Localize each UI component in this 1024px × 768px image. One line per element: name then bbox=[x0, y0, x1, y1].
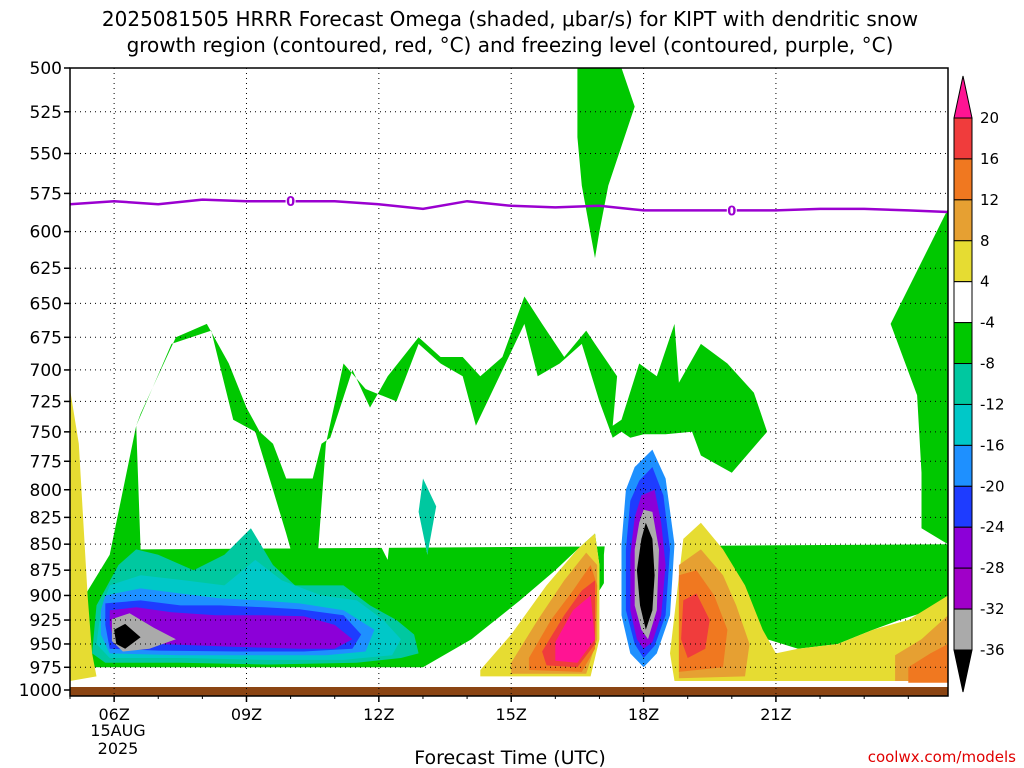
colorbar-label: -36 bbox=[980, 641, 1005, 659]
colorbar-label: -16 bbox=[980, 436, 1005, 454]
y-tick-label: 525 bbox=[30, 103, 62, 123]
omega-region-pink-16 bbox=[555, 595, 595, 663]
freezing-level-label: 0 bbox=[727, 204, 736, 219]
y-tick-label: 650 bbox=[30, 294, 62, 314]
chart-title-line2: growth region (contoured, red, °C) and f… bbox=[127, 33, 894, 57]
colorbar-box bbox=[953, 608, 973, 651]
colorbar-box bbox=[953, 117, 973, 160]
colorbar-label: 16 bbox=[980, 150, 999, 168]
omega-region-black-left bbox=[114, 623, 141, 649]
colorbar-label: 4 bbox=[980, 273, 990, 291]
y-tick-label: 925 bbox=[30, 611, 62, 631]
colorbar-box bbox=[953, 240, 973, 283]
y-tick-label: 625 bbox=[30, 259, 62, 279]
colorbar-top-arrow bbox=[953, 75, 973, 119]
y-tick-label: 875 bbox=[30, 561, 62, 581]
colorbar-label: -20 bbox=[980, 477, 1005, 495]
y-tick-label: 725 bbox=[30, 392, 62, 412]
y-tick-label: 675 bbox=[30, 328, 62, 348]
y-tick-label: 975 bbox=[30, 658, 62, 678]
colorbar-label: -28 bbox=[980, 559, 1005, 577]
start-year-label: 2025 bbox=[98, 739, 139, 758]
y-tick-label: 825 bbox=[30, 508, 62, 528]
colorbar-box bbox=[953, 158, 973, 201]
colorbar-box bbox=[953, 363, 973, 405]
x-tick-label: 15Z bbox=[496, 705, 527, 724]
y-tick-label: 800 bbox=[30, 481, 62, 501]
y-tick-label: 900 bbox=[30, 586, 62, 606]
omega-region-yellow-left bbox=[70, 389, 97, 681]
colorbar-label: -12 bbox=[980, 395, 1005, 413]
y-tick-label: 550 bbox=[30, 145, 62, 165]
freezing-label-bg bbox=[726, 203, 737, 218]
colorbar-box bbox=[953, 526, 973, 569]
x-tick-label: 12Z bbox=[363, 705, 394, 724]
colorbar-box bbox=[953, 485, 973, 528]
colorbar: 20 16 12 8 4 -4 -8 -12 -16 -20 -24 -28 -32 -36 bbox=[953, 75, 1005, 693]
colorbar-label: 20 bbox=[980, 109, 999, 127]
y-tick-label: 750 bbox=[30, 423, 62, 443]
x-axis-ticks: 06Z 09Z 12Z 15Z 18Z 21Z bbox=[69, 696, 909, 724]
y-tick-label: 700 bbox=[30, 361, 62, 381]
omega-region-white-hole-12 bbox=[374, 467, 393, 560]
y-tick-label: 500 bbox=[30, 59, 62, 79]
colorbar-label: -4 bbox=[980, 314, 995, 332]
colorbar-box bbox=[953, 444, 973, 487]
colorbar-label: -24 bbox=[980, 518, 1005, 536]
colorbar-label: -8 bbox=[980, 355, 995, 373]
y-tick-label: 1000 bbox=[19, 681, 62, 701]
x-tick-label: 18Z bbox=[628, 705, 659, 724]
freezing-level-label: 0 bbox=[286, 195, 295, 210]
start-date-label: 15AUG bbox=[90, 721, 145, 740]
omega-shading bbox=[70, 68, 948, 686]
omega-region-black-18 bbox=[636, 522, 655, 630]
colorbar-box bbox=[953, 199, 973, 242]
x-tick-label: 09Z bbox=[231, 705, 262, 724]
colorbar-box bbox=[953, 403, 973, 446]
y-tick-label: 600 bbox=[30, 223, 62, 243]
x-axis-label: Forecast Time (UTC) bbox=[414, 747, 605, 768]
colorbar-box bbox=[953, 281, 973, 324]
y-tick-label: 950 bbox=[30, 635, 62, 655]
freezing-level-contour bbox=[69, 198, 949, 214]
plot-frame bbox=[69, 67, 949, 697]
x-tick-label: 21Z bbox=[760, 705, 791, 724]
omega-region-red-19 bbox=[681, 593, 710, 658]
chart-title-line1: 2025081505 HRRR Forecast Omega (shaded, … bbox=[102, 7, 918, 31]
colorbar-label: -32 bbox=[980, 600, 1005, 618]
omega-region-green-top bbox=[577, 68, 635, 259]
colorbar-label: 12 bbox=[980, 191, 999, 209]
colorbar-bottom-arrow bbox=[953, 649, 973, 693]
omega-region-cyan-13 bbox=[418, 478, 437, 555]
colorbar-label: 8 bbox=[980, 232, 990, 250]
credit-text: coolwx.com/models bbox=[868, 748, 1016, 766]
y-tick-label: 850 bbox=[30, 535, 62, 555]
omega-region-green-right bbox=[890, 208, 948, 545]
omega-region-green-main bbox=[78, 216, 948, 668]
x-tick-label: 06Z bbox=[98, 705, 129, 724]
colorbar-box bbox=[953, 322, 973, 365]
surface-band bbox=[70, 687, 948, 696]
y-tick-label: 575 bbox=[30, 184, 62, 204]
freezing-label-bg bbox=[285, 194, 296, 209]
freezing-level-labels: 00 bbox=[285, 194, 737, 219]
omega-region-darkorange-right bbox=[908, 644, 948, 683]
y-tick-label: 775 bbox=[30, 452, 62, 472]
y-axis-ticks: 500 525 550 575 600 625 650 675 700 725 750 775 800 8… bbox=[19, 59, 70, 701]
colorbar-box bbox=[953, 567, 973, 610]
